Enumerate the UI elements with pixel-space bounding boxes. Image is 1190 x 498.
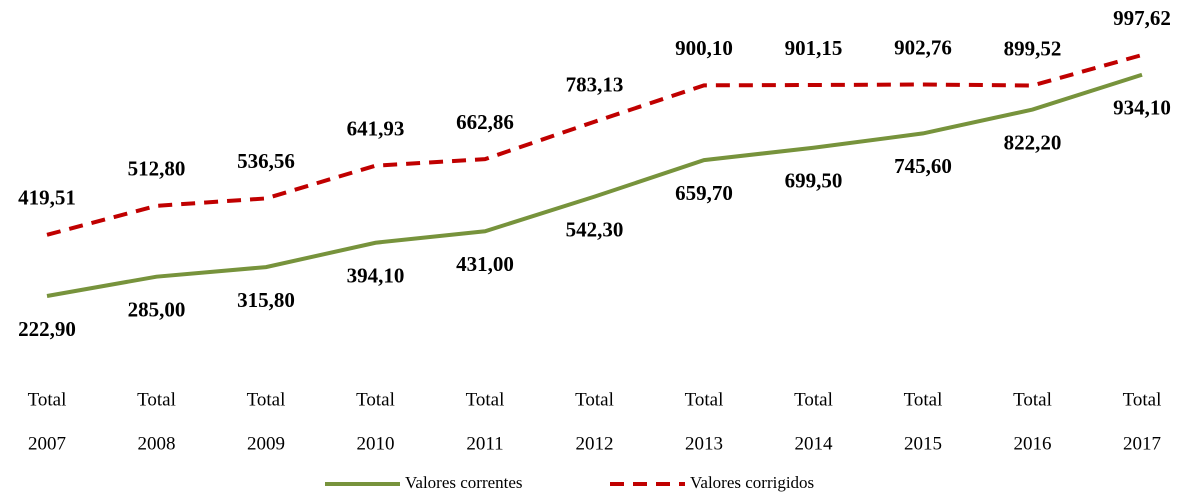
data-label: 394,10 xyxy=(347,264,405,288)
x-tick-label: Total xyxy=(904,389,943,410)
x-tick-label: Total xyxy=(466,389,505,410)
x-tick-label: Total xyxy=(575,389,614,410)
data-label: 641,93 xyxy=(347,116,405,140)
x-tick-label: Total xyxy=(1013,389,1052,410)
data-label: 419,51 xyxy=(18,186,76,210)
data-label: 431,00 xyxy=(456,252,514,276)
data-label: 536,56 xyxy=(237,149,295,173)
data-label: 822,20 xyxy=(1004,130,1062,154)
x-tick-label: 2011 xyxy=(466,433,503,454)
x-tick-label: 2008 xyxy=(138,433,176,454)
x-tick-label: Total xyxy=(28,389,67,410)
data-label: 997,62 xyxy=(1113,6,1171,30)
data-label: 662,86 xyxy=(456,110,514,134)
data-label: 512,80 xyxy=(128,157,186,181)
data-label: 542,30 xyxy=(566,217,624,241)
x-tick-label: 2017 xyxy=(1123,433,1161,454)
data-label: 901,15 xyxy=(785,36,843,60)
x-tick-label: 2014 xyxy=(795,433,834,454)
data-label: 315,80 xyxy=(237,288,295,312)
data-label: 222,90 xyxy=(18,317,76,341)
x-tick-label: Total xyxy=(794,389,833,410)
x-tick-label: Total xyxy=(685,389,724,410)
x-tick-label: Total xyxy=(247,389,286,410)
x-tick-label: Total xyxy=(356,389,395,410)
x-tick-label: 2009 xyxy=(247,433,285,454)
x-tick-label: 2012 xyxy=(576,433,614,454)
data-label: 699,50 xyxy=(785,169,843,193)
x-tick-label: 2010 xyxy=(357,433,395,454)
data-label: 899,52 xyxy=(1004,36,1062,60)
x-tick-label: 2013 xyxy=(685,433,723,454)
x-tick-label: 2007 xyxy=(28,433,66,454)
data-label: 659,70 xyxy=(675,181,733,205)
data-label: 900,10 xyxy=(675,36,733,60)
x-tick-label: 2015 xyxy=(904,433,942,454)
data-label: 902,76 xyxy=(894,35,952,59)
x-tick-label: 2016 xyxy=(1014,433,1052,454)
legend-label: Valores corrigidos xyxy=(690,473,814,492)
data-label: 285,00 xyxy=(128,297,186,321)
x-tick-label: Total xyxy=(1123,389,1162,410)
legend-label: Valores correntes xyxy=(405,473,523,492)
line xyxy=(46,53,1143,237)
data-label: 934,10 xyxy=(1113,96,1171,120)
line xyxy=(46,72,1143,298)
data-label: 783,13 xyxy=(566,73,624,97)
data-label: 745,60 xyxy=(894,154,952,178)
x-tick-label: Total xyxy=(137,389,176,410)
